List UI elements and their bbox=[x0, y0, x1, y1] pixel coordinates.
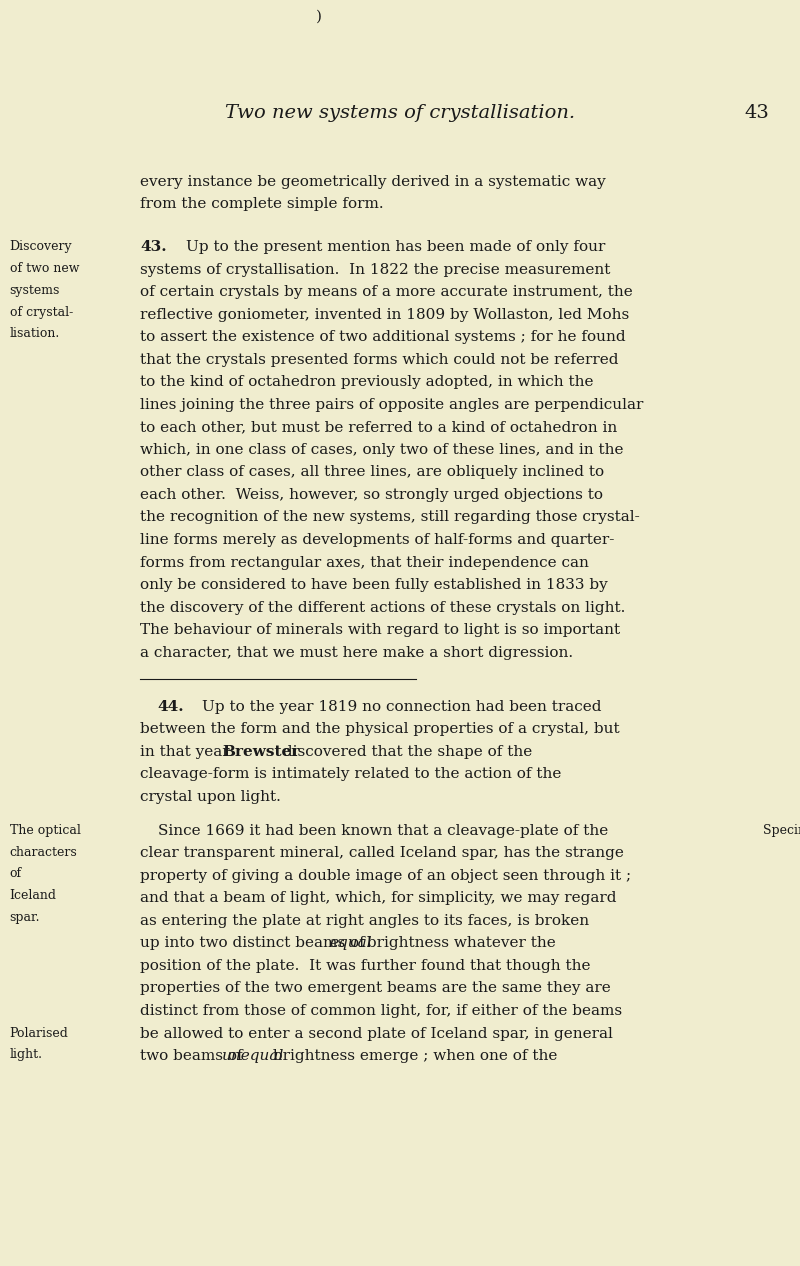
Text: The optical: The optical bbox=[10, 824, 81, 837]
Text: crystal upon light.: crystal upon light. bbox=[140, 790, 281, 804]
Text: other class of cases, all three lines, are obliquely inclined to: other class of cases, all three lines, a… bbox=[140, 466, 604, 480]
Text: position of the plate.  It was further found that though the: position of the plate. It was further fo… bbox=[140, 958, 590, 972]
Text: characters: characters bbox=[10, 846, 78, 858]
Text: only be considered to have been fully established in 1833 by: only be considered to have been fully es… bbox=[140, 579, 608, 592]
Text: Two new systems of crystallisation.: Two new systems of crystallisation. bbox=[225, 104, 575, 122]
Text: unequal: unequal bbox=[222, 1050, 285, 1063]
Text: up into two distinct beams of: up into two distinct beams of bbox=[140, 937, 370, 951]
Text: two beams of: two beams of bbox=[140, 1050, 247, 1063]
Text: to the kind of octahedron previously adopted, in which the: to the kind of octahedron previously ado… bbox=[140, 375, 594, 389]
Text: reflective goniometer, invented in 1809 by Wollaston, led Mohs: reflective goniometer, invented in 1809 … bbox=[140, 308, 630, 322]
Text: in that year: in that year bbox=[140, 744, 234, 758]
Text: every instance be geometrically derived in a systematic way: every instance be geometrically derived … bbox=[140, 175, 606, 189]
Text: of crystal-: of crystal- bbox=[10, 305, 73, 319]
Text: Polarised: Polarised bbox=[10, 1027, 69, 1039]
Text: and that a beam of light, which, for simplicity, we may regard: and that a beam of light, which, for sim… bbox=[140, 891, 617, 905]
Text: 43.: 43. bbox=[140, 241, 166, 254]
Text: Specimens.: Specimens. bbox=[763, 824, 800, 837]
Text: from the complete simple form.: from the complete simple form. bbox=[140, 197, 384, 211]
Text: 44.: 44. bbox=[158, 700, 184, 714]
Text: systems of crystallisation.  In 1822 the precise measurement: systems of crystallisation. In 1822 the … bbox=[140, 262, 610, 276]
Text: line forms merely as developments of half-forms and quarter-: line forms merely as developments of hal… bbox=[140, 533, 614, 547]
Text: the recognition of the new systems, still regarding those crystal-: the recognition of the new systems, stil… bbox=[140, 510, 640, 524]
Text: spar.: spar. bbox=[10, 912, 40, 924]
Text: Iceland: Iceland bbox=[10, 889, 57, 903]
Text: 43: 43 bbox=[744, 104, 769, 122]
Text: a character, that we must here make a short digression.: a character, that we must here make a sh… bbox=[140, 646, 573, 660]
Text: Brewster: Brewster bbox=[222, 744, 299, 758]
Text: of certain crystals by means of a more accurate instrument, the: of certain crystals by means of a more a… bbox=[140, 285, 633, 299]
Text: between the form and the physical properties of a crystal, but: between the form and the physical proper… bbox=[140, 723, 620, 737]
Text: Since 1669 it had been known that a cleavage-plate of the: Since 1669 it had been known that a clea… bbox=[158, 824, 608, 838]
Text: that the crystals presented forms which could not be referred: that the crystals presented forms which … bbox=[140, 353, 618, 367]
Text: discovered that the shape of the: discovered that the shape of the bbox=[278, 744, 533, 758]
Text: to each other, but must be referred to a kind of octahedron in: to each other, but must be referred to a… bbox=[140, 420, 618, 434]
Text: Up to the present mention has been made of only four: Up to the present mention has been made … bbox=[186, 241, 606, 254]
Text: properties of the two emergent beams are the same they are: properties of the two emergent beams are… bbox=[140, 981, 610, 995]
Text: brightness whatever the: brightness whatever the bbox=[362, 937, 556, 951]
Text: systems: systems bbox=[10, 284, 60, 296]
Text: Discovery: Discovery bbox=[10, 241, 72, 253]
Text: distinct from those of common light, for, if either of the beams: distinct from those of common light, for… bbox=[140, 1004, 622, 1018]
Text: light.: light. bbox=[10, 1048, 42, 1061]
Text: Up to the year 1819 no connection had been traced: Up to the year 1819 no connection had be… bbox=[202, 700, 601, 714]
Text: The behaviour of minerals with regard to light is so important: The behaviour of minerals with regard to… bbox=[140, 623, 620, 637]
Text: lisation.: lisation. bbox=[10, 328, 60, 341]
Text: forms from rectangular axes, that their independence can: forms from rectangular axes, that their … bbox=[140, 556, 589, 570]
Text: lines joining the three pairs of opposite angles are perpendicular: lines joining the three pairs of opposit… bbox=[140, 398, 643, 411]
Text: the discovery of the different actions of these crystals on light.: the discovery of the different actions o… bbox=[140, 600, 626, 614]
Text: each other.  Weiss, however, so strongly urged objections to: each other. Weiss, however, so strongly … bbox=[140, 487, 603, 501]
Text: be allowed to enter a second plate of Iceland spar, in general: be allowed to enter a second plate of Ic… bbox=[140, 1027, 613, 1041]
Text: equal: equal bbox=[330, 937, 372, 951]
Text: property of giving a double image of an object seen through it ;: property of giving a double image of an … bbox=[140, 868, 631, 882]
Text: to assert the existence of two additional systems ; for he found: to assert the existence of two additiona… bbox=[140, 330, 626, 344]
Text: clear transparent mineral, called Iceland spar, has the strange: clear transparent mineral, called Icelan… bbox=[140, 846, 624, 860]
Text: as entering the plate at right angles to its faces, is broken: as entering the plate at right angles to… bbox=[140, 914, 589, 928]
Text: ): ) bbox=[316, 10, 322, 24]
Text: brightness emerge ; when one of the: brightness emerge ; when one of the bbox=[268, 1050, 558, 1063]
Text: which, in one class of cases, only two of these lines, and in the: which, in one class of cases, only two o… bbox=[140, 443, 623, 457]
Text: of two new: of two new bbox=[10, 262, 79, 275]
Text: of: of bbox=[10, 867, 22, 880]
Text: cleavage-form is intimately related to the action of the: cleavage-form is intimately related to t… bbox=[140, 767, 562, 781]
